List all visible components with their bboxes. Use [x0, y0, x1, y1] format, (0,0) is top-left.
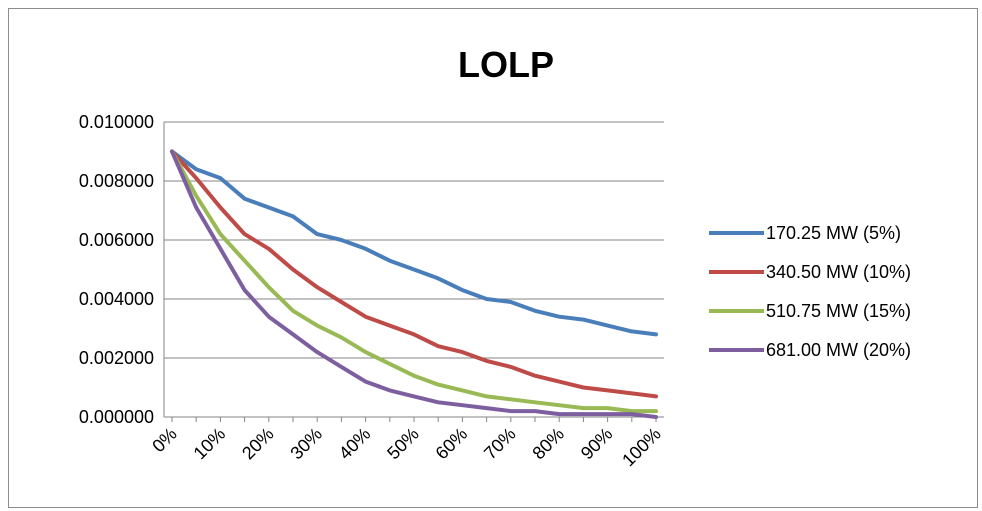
legend-label: 681.00 MW (20%) [766, 340, 911, 360]
series-line [170, 149, 658, 419]
x-tick-label: 30% [286, 424, 326, 464]
legend-label: 340.50 MW (10%) [766, 262, 911, 282]
x-tick-label: 10% [190, 424, 230, 464]
chart-frame: LOLP 0.000000 0.002000 0.004000 0.006000 0.0… [8, 8, 978, 508]
y-tick-label: 0.004000 [79, 289, 154, 309]
series-lines [170, 149, 658, 419]
x-tick-label: 50% [383, 424, 423, 464]
gridlines [163, 121, 664, 418]
line-chart: LOLP 0.0000000.0020000.0040000.0060000.0… [79, 44, 911, 470]
legend-label: 510.75 MW (15%) [766, 301, 911, 321]
series-line [170, 149, 658, 414]
series-line [170, 149, 658, 337]
x-tick-label: 70% [480, 424, 520, 464]
y-tick-label: 0.006000 [79, 230, 154, 250]
chart-title: LOLP [458, 44, 554, 85]
y-tick-label: 0.010000 [79, 112, 154, 132]
x-tick-label: 90% [577, 424, 617, 464]
legend: 170.25 MW (5%) 340.50 MW (10%) 510.75 MW (… [709, 223, 911, 360]
series-line [170, 149, 658, 399]
x-tick-label: 40% [335, 424, 375, 464]
y-tick-label: 0.008000 [79, 171, 154, 191]
x-tick-label: 20% [238, 424, 278, 464]
legend-label: 170.25 MW (5%) [766, 223, 901, 243]
x-tick-label: 80% [528, 424, 568, 464]
x-axis-ticks: 0% 10% 20% 30% 40% 50% 60% 70% 80% 90% 100% [148, 417, 665, 470]
y-tick-label: 0.000000 [79, 407, 154, 427]
x-tick-label: 100% [618, 424, 665, 471]
y-axis-ticks: 0.000000 0.002000 0.004000 0.006000 0.008000… [79, 112, 154, 427]
x-tick-label: 0% [148, 424, 181, 457]
y-tick-label: 0.002000 [79, 348, 154, 368]
x-tick-label: 60% [432, 424, 472, 464]
